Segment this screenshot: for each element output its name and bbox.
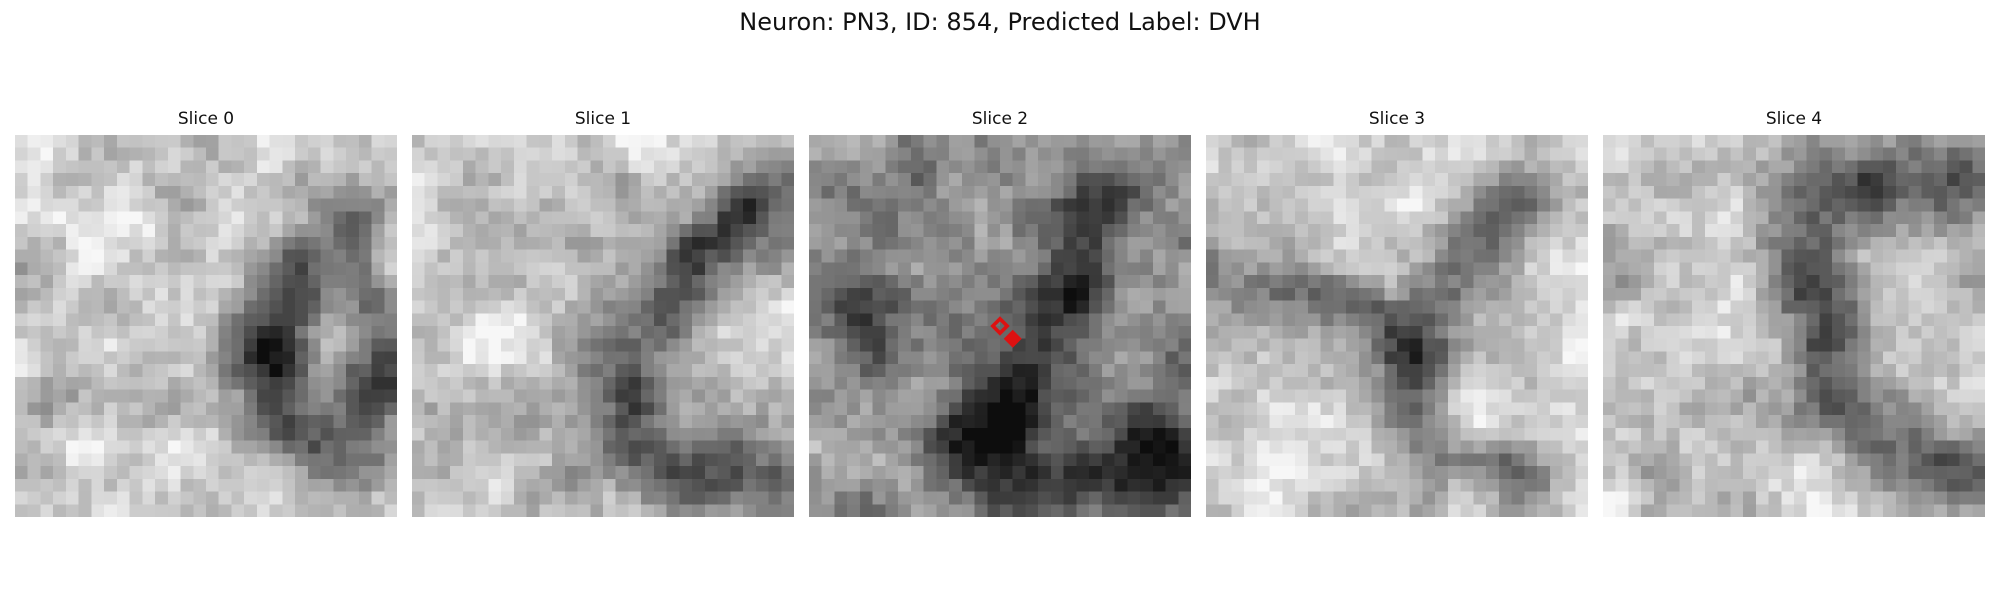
slice-image-4 [1603, 135, 1985, 517]
slice-image-0 [15, 135, 397, 517]
marker-outline-diamond [990, 316, 1010, 336]
slice-title-3: Slice 3 [1368, 109, 1426, 129]
slice-image-1 [412, 135, 794, 517]
slice-title-1: Slice 1 [574, 109, 632, 129]
slice-image-2 [809, 135, 1191, 517]
figure-title: Neuron: PN3, ID: 854, Predicted Label: D… [739, 8, 1261, 36]
slice-panel-1: Slice 1 [412, 108, 794, 517]
slice-title-0: Slice 0 [177, 109, 235, 129]
marker-filled-diamond [1003, 329, 1022, 348]
slice-image-3 [1206, 135, 1588, 517]
slice-panel-4: Slice 4 [1603, 108, 1985, 517]
slice-panel-2: Slice 2 [809, 108, 1191, 517]
slice-panel-0: Slice 0 [15, 108, 397, 517]
slice-panel-3: Slice 3 [1206, 108, 1588, 517]
slice-title-2: Slice 2 [971, 109, 1029, 129]
slice-title-4: Slice 4 [1765, 109, 1823, 129]
